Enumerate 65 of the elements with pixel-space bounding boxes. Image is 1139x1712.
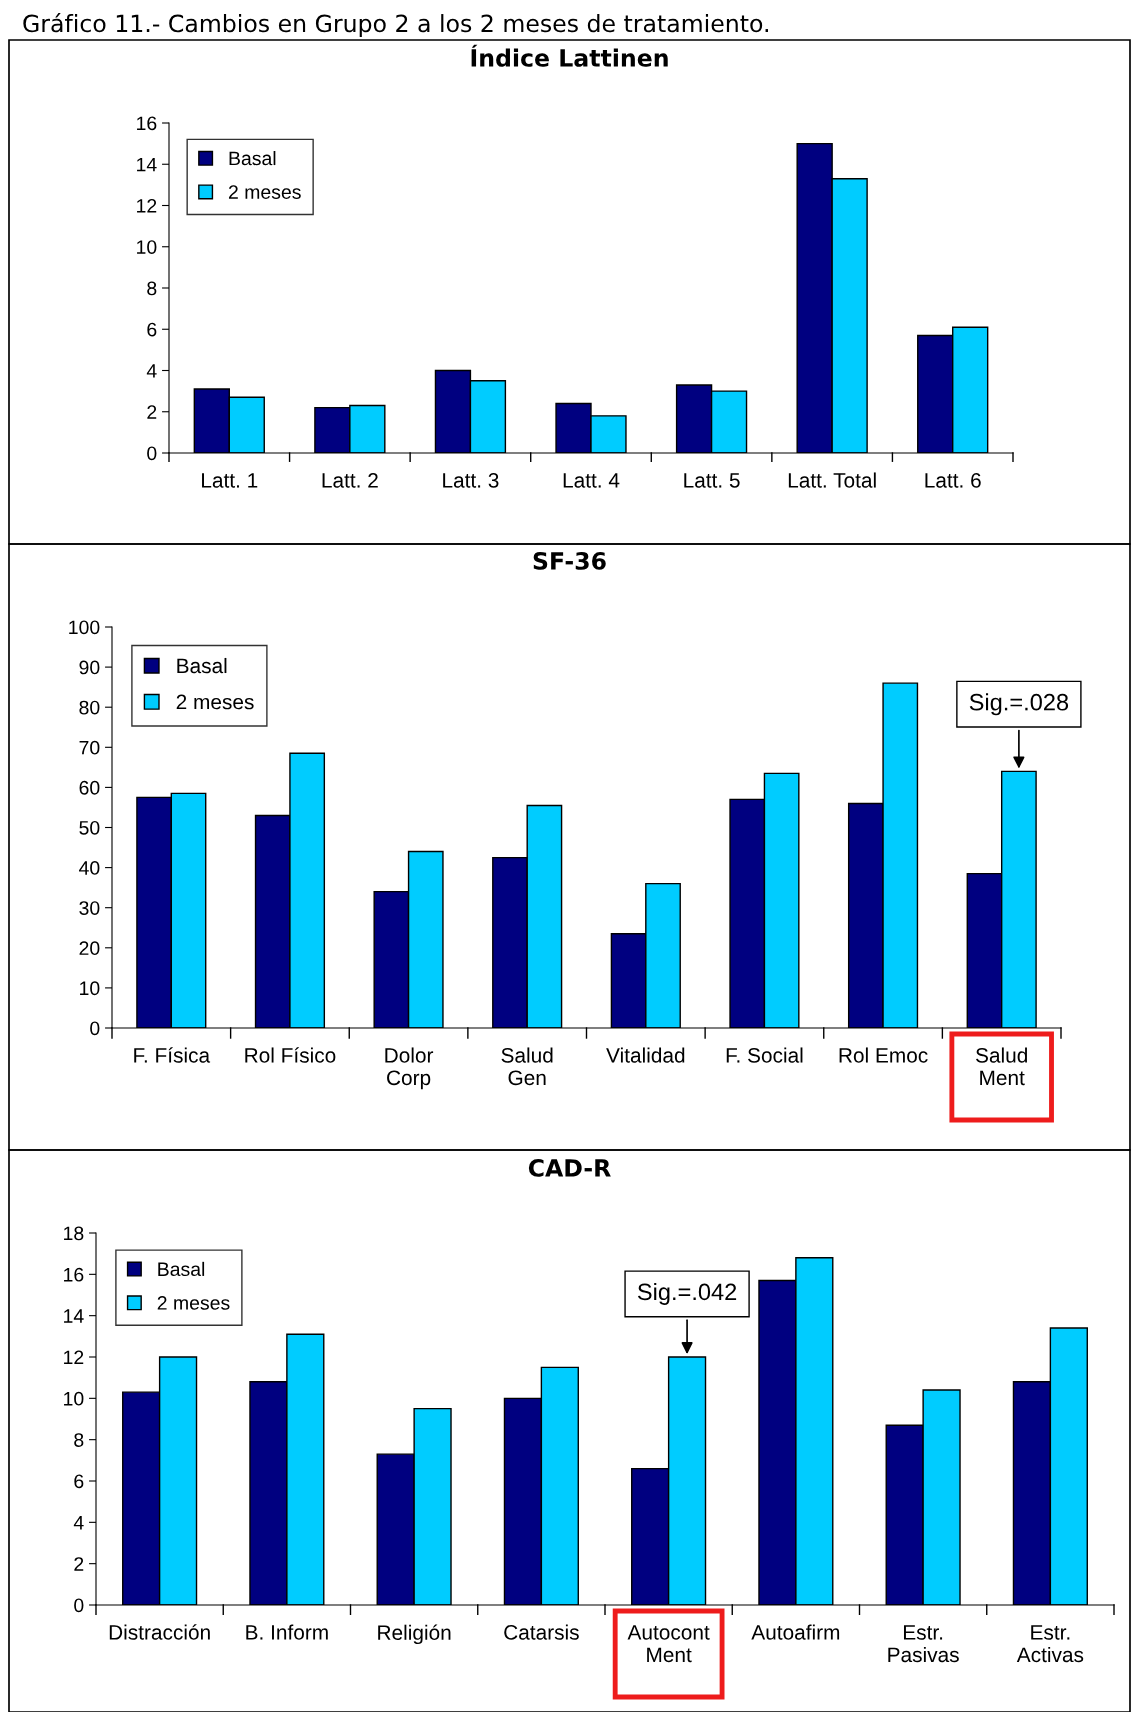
legend-label: 2 meses [157,1296,230,1310]
x-tick-label: Latt. 3 [443,472,499,488]
x-tick-label: B. Inform [246,1624,328,1640]
x-tick-label: Dolor Corp [385,1047,434,1090]
x-tick-label: Latt. 6 [925,472,981,488]
y-tick-label: 8 [74,1433,84,1447]
x-tick-label: Rol Físico [245,1047,336,1063]
y-tick-label: 16 [137,116,157,131]
x-tick-label: Latt. 4 [563,473,620,488]
x-tick-label: Religión [378,1624,451,1645]
x-tick-label: Salud Gen [501,1047,553,1086]
y-tick-label: 16 [64,1267,84,1282]
y-tick-label: 90 [79,660,100,675]
x-tick-label: Autocont Ment [627,1625,710,1663]
x-tick-label: Latt. 5 [684,473,740,488]
x-tick-label: Latt. 2 [322,472,378,488]
y-tick-label: 80 [79,700,100,715]
x-tick-label: Vitalidad [606,1047,685,1063]
x-tick-label: Rol Emoc [839,1047,928,1063]
x-tick-label: Salud Ment [975,1047,1027,1086]
y-tick-label: 6 [74,1474,84,1489]
y-tick-label: 12 [64,1350,84,1365]
y-tick-label: 20 [79,941,100,956]
legend-label: Basal [177,657,227,674]
y-tick-label: 0 [90,1021,100,1036]
y-tick-label: 14 [64,1309,84,1323]
y-tick-label: 0 [74,1598,84,1613]
x-tick-label: Distracción [109,1624,210,1640]
legend-label: Basal [229,150,276,166]
x-tick-label: Estr. Pasivas [888,1625,959,1663]
x-tick-label: Catarsis [504,1624,579,1640]
y-tick-label: 10 [64,1391,84,1406]
y-tick-label: 10 [137,240,157,254]
chart-title: Índice Lattinen [471,44,668,67]
chart-title: CAD-R [528,1158,611,1177]
x-tick-label: Latt. 1 [202,473,258,488]
y-tick-label: 18 [64,1226,84,1241]
y-tick-label: 4 [73,1516,84,1530]
x-tick-label: F. Física [134,1047,211,1063]
x-tick-label: Autoafirm [751,1624,840,1640]
y-tick-label: 70 [79,740,100,755]
legend-label: 2 meses [176,694,254,710]
x-tick-label: F. Social [726,1047,803,1063]
y-tick-label: 4 [146,364,157,378]
annotation: Sig.=.028 [969,693,1069,716]
y-tick-label: 2 [147,405,157,419]
legend-label: Basal [158,1261,205,1277]
y-tick-label: 8 [147,281,157,296]
y-tick-label: 60 [79,780,100,795]
y-tick-label: 6 [147,322,157,337]
y-tick-label: 0 [147,446,157,461]
chart-title: SF-36 [533,551,606,570]
y-tick-label: 10 [80,981,100,996]
y-tick-label: 40 [79,861,100,875]
y-tick-label: 14 [137,157,157,172]
y-tick-label: 12 [137,198,157,213]
y-tick-label: 2 [74,1557,84,1571]
x-tick-label: Estr. Activas [1016,1625,1084,1663]
y-tick-label: 50 [79,820,100,835]
legend-label: 2 meses [228,185,301,199]
x-tick-label: Latt. Total [788,472,876,488]
text: Gráfico 11.- Cambios en Grupo 2 a los 2 meses de tratamiento. [23,13,768,37]
y-tick-label: 100 [69,620,100,635]
y-tick-label: 30 [79,901,100,915]
annotation: Sig.=.042 [637,1282,737,1305]
